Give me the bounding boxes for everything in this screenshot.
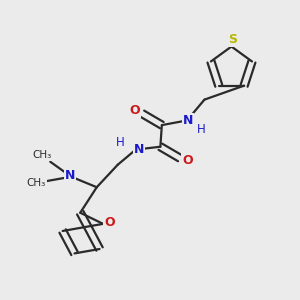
Text: H: H (197, 122, 206, 136)
Text: O: O (182, 154, 193, 167)
Text: O: O (130, 104, 140, 117)
Text: H: H (116, 136, 124, 149)
Text: S: S (228, 33, 237, 46)
Text: N: N (64, 169, 75, 182)
Text: CH₃: CH₃ (32, 150, 52, 160)
Text: CH₃: CH₃ (26, 178, 46, 188)
Text: N: N (183, 114, 194, 127)
Text: O: O (104, 216, 115, 229)
Text: N: N (134, 142, 144, 156)
